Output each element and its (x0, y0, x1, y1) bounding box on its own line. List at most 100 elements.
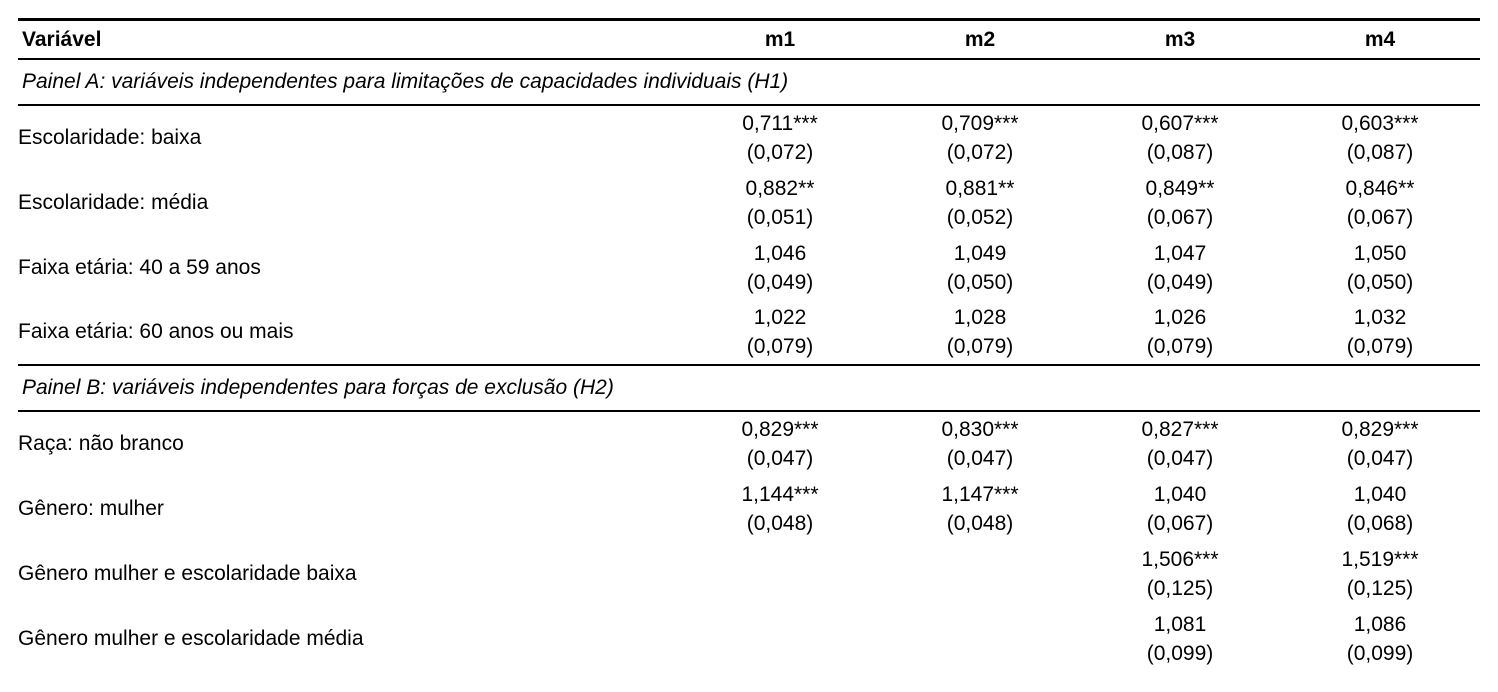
coefficient: 1,050 (1353, 241, 1407, 265)
cell-m4: 0,829*** (0,047) (1280, 411, 1480, 476)
cell-m3: 1,081 (0,099) (1080, 606, 1280, 671)
standard-error: (0,067) (1146, 205, 1214, 229)
row-label: Faixa etária: 60 anos ou mais (18, 320, 294, 343)
table-row-faixa-etaria-60-mais: Faixa etária: 60 anos ou mais 1,022 (0,0… (18, 300, 1480, 365)
cell-m1: 1,046 (0,049) (680, 235, 880, 300)
coefficient: 1,040 (1353, 482, 1407, 506)
cell-m4: 1,040 (0,068) (1280, 476, 1480, 541)
regression-results-table: Variável m1 m2 m3 m4 Painel A: variáveis… (18, 18, 1480, 671)
coefficient: 1,040 (1153, 482, 1207, 506)
table-row-genero-mulher-escolaridade-media: Gênero mulher e escolaridade média 1,081… (18, 606, 1480, 671)
cell-m1: 0,829*** (0,047) (680, 411, 880, 476)
table-row-escolaridade-baixa: Escolaridade: baixa 0,711*** (0,072) 0,7… (18, 105, 1480, 170)
cell-m2: 0,881** (0,052) (880, 170, 1080, 235)
coefficient: 1,049 (953, 241, 1007, 265)
standard-error: (0,099) (1146, 641, 1214, 665)
coefficient: 1,047 (1153, 241, 1207, 265)
panel-b-title: Painel B: variáveis independentes para f… (18, 364, 1480, 412)
column-header-variable: Variável (18, 18, 680, 60)
column-header-m1: m1 (680, 18, 880, 60)
cell-m2: 0,830*** (0,047) (880, 411, 1080, 476)
coefficient: 1,046 (753, 241, 807, 265)
table-row-genero-mulher-escolaridade-baixa: Gênero mulher e escolaridade baixa 1,506… (18, 541, 1480, 606)
cell-m2: 1,049 (0,050) (880, 235, 1080, 300)
row-label: Escolaridade: baixa (18, 126, 202, 149)
cell-m3: 0,849** (0,067) (1080, 170, 1280, 235)
coefficient: 1,032 (1353, 306, 1407, 329)
standard-error: (0,079) (1146, 335, 1214, 358)
standard-error: (0,048) (946, 511, 1014, 535)
cell-m3: 0,827*** (0,047) (1080, 411, 1280, 476)
cell-m4: 1,050 (0,050) (1280, 235, 1480, 300)
coefficient: 1,022 (753, 306, 807, 329)
column-header-m2: m2 (880, 18, 1080, 60)
panel-a-header-row: Painel A: variáveis independentes para l… (18, 58, 1480, 106)
coefficient: 0,603*** (1341, 112, 1419, 135)
cell-m4: 0,603*** (0,087) (1280, 105, 1480, 170)
standard-error: (0,072) (746, 141, 814, 164)
cell-m4: 1,086 (0,099) (1280, 606, 1480, 671)
table-row-escolaridade-media: Escolaridade: média 0,882** (0,051) 0,88… (18, 170, 1480, 235)
standard-error: (0,050) (1346, 270, 1414, 294)
coefficient: 0,829*** (1341, 418, 1419, 441)
cell-m4: 1,032 (0,079) (1280, 300, 1480, 365)
standard-error: (0,099) (1346, 641, 1414, 665)
cell-m1: 1,144*** (0,048) (680, 476, 880, 541)
standard-error: (0,047) (946, 447, 1014, 470)
coefficient: 0,846** (1345, 176, 1415, 200)
coefficient: 0,711*** (742, 112, 818, 135)
cell-m3: 1,506*** (0,125) (1080, 541, 1280, 606)
coefficient: 0,827*** (1141, 418, 1219, 441)
standard-error: (0,047) (1146, 447, 1214, 470)
standard-error: (0,047) (1346, 447, 1414, 470)
coefficient: 1,081 (1153, 612, 1207, 636)
coefficient: 1,086 (1353, 612, 1407, 636)
standard-error: (0,072) (946, 141, 1014, 164)
row-label: Gênero mulher e escolaridade média (18, 626, 364, 650)
table-row-faixa-etaria-40-59: Faixa etária: 40 a 59 anos 1,046 (0,049)… (18, 235, 1480, 300)
cell-m1: 1,022 (0,079) (680, 300, 880, 365)
cell-m1 (680, 541, 880, 606)
row-label: Gênero mulher e escolaridade baixa (18, 561, 357, 585)
standard-error: (0,050) (946, 270, 1014, 294)
cell-m2 (880, 606, 1080, 671)
standard-error: (0,047) (746, 447, 814, 470)
panel-b-header-row: Painel B: variáveis independentes para f… (18, 364, 1480, 412)
standard-error: (0,125) (1346, 576, 1414, 600)
header-row: Variável m1 m2 m3 m4 (18, 18, 1480, 60)
cell-m3: 1,047 (0,049) (1080, 235, 1280, 300)
cell-m2 (880, 541, 1080, 606)
table-row-raca-nao-branco: Raça: não branco 0,829*** (0,047) 0,830*… (18, 411, 1480, 476)
standard-error: (0,067) (1346, 205, 1414, 229)
standard-error: (0,067) (1146, 511, 1214, 535)
coefficient: 0,830*** (941, 418, 1019, 441)
standard-error: (0,052) (946, 205, 1014, 229)
standard-error: (0,079) (746, 335, 814, 358)
standard-error: (0,049) (746, 270, 814, 294)
cell-m3: 0,607*** (0,087) (1080, 105, 1280, 170)
panel-a-title: Painel A: variáveis independentes para l… (18, 58, 1480, 106)
coefficient: 1,519*** (1341, 547, 1419, 571)
row-label: Faixa etária: 40 a 59 anos (18, 255, 261, 279)
standard-error: (0,079) (1346, 335, 1414, 358)
cell-m2: 1,147*** (0,048) (880, 476, 1080, 541)
cell-m1: 0,711*** (0,072) (680, 105, 880, 170)
cell-m1: 0,882** (0,051) (680, 170, 880, 235)
coefficient: 0,709*** (941, 112, 1019, 135)
standard-error: (0,048) (746, 511, 814, 535)
coefficient: 0,881** (945, 176, 1015, 200)
standard-error: (0,079) (946, 335, 1014, 358)
coefficient: 0,829*** (741, 418, 819, 441)
coefficient: 1,506*** (1141, 547, 1219, 571)
row-label: Escolaridade: média (18, 190, 209, 214)
standard-error: (0,087) (1346, 141, 1414, 164)
coefficient: 0,607*** (1141, 112, 1219, 135)
row-label: Raça: não branco (18, 432, 184, 455)
cell-m1 (680, 606, 880, 671)
cell-m3: 1,040 (0,067) (1080, 476, 1280, 541)
column-header-m4: m4 (1280, 18, 1480, 60)
standard-error: (0,068) (1346, 511, 1414, 535)
coefficient: 1,026 (1153, 306, 1207, 329)
row-label: Gênero: mulher (18, 496, 164, 520)
cell-m3: 1,026 (0,079) (1080, 300, 1280, 365)
